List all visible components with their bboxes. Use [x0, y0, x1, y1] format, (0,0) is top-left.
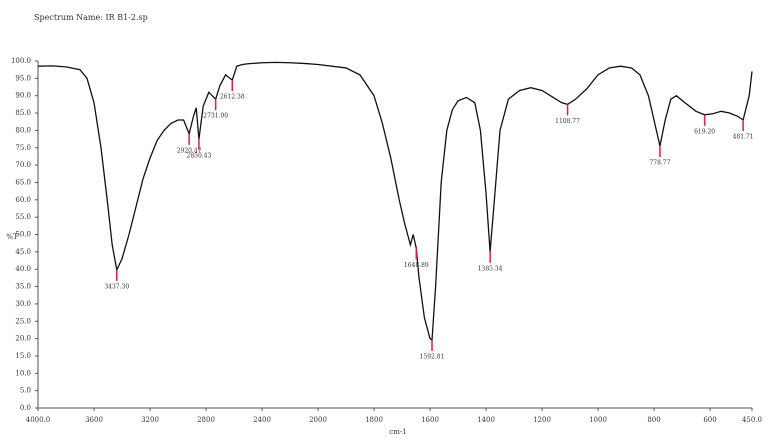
- spectrum-line: [37, 61, 753, 342]
- x-axis-label: cm-1: [389, 428, 406, 436]
- peak-label: 2920.47: [177, 147, 202, 154]
- x-tick-label: 1000: [589, 416, 607, 424]
- x-tick-label: 1200: [533, 416, 551, 424]
- y-tick-label: 95.0: [15, 74, 31, 82]
- peak-label: 3437.30: [104, 283, 129, 290]
- y-tick-label: 80.0: [15, 126, 31, 134]
- x-tick-label: 1600: [421, 416, 439, 424]
- y-tick-label: 65.0: [15, 178, 31, 186]
- y-tick-label: 85.0: [15, 109, 31, 117]
- y-tick-label: 35.0: [15, 283, 31, 291]
- x-tick-label: 2000: [309, 416, 327, 424]
- y-tick-label: 0.0: [20, 404, 31, 412]
- y-tick-label: 55.0: [15, 213, 31, 221]
- y-tick-label: 90.0: [15, 92, 31, 100]
- peak-label: 1108.77: [555, 118, 580, 125]
- x-tick-label: 1800: [365, 416, 383, 424]
- peak-label: 778.77: [649, 160, 670, 167]
- x-tick-label: 3600: [85, 416, 103, 424]
- y-tick-label: 40.0: [15, 265, 31, 273]
- y-axis-label: %T: [6, 233, 18, 241]
- x-tick-label: 4000.0: [26, 416, 51, 424]
- x-tick-label: 600: [703, 416, 716, 424]
- x-tick-label: 450.0: [742, 416, 762, 424]
- chart-title: Spectrum Name: IR B1-2.sp: [34, 13, 148, 22]
- x-tick-label: 3200: [141, 416, 159, 424]
- x-tick-label: 800: [647, 416, 660, 424]
- y-tick-label: 50.0: [15, 231, 31, 239]
- peak-label: 1385.34: [478, 265, 503, 272]
- y-tick-label: 10.0: [15, 369, 31, 377]
- y-tick-label: 5.0: [20, 387, 31, 395]
- peak-label: 1648.89: [404, 262, 429, 269]
- y-tick-label: 60.0: [15, 196, 31, 204]
- y-tick-label: 25.0: [15, 317, 31, 325]
- y-tick-label: 20.0: [15, 335, 31, 343]
- y-tick-label: 75.0: [15, 144, 31, 152]
- peak-label: 619.20: [694, 128, 715, 135]
- peak-label: 2731.00: [203, 113, 228, 120]
- x-tick-label: 2800: [197, 416, 215, 424]
- x-tick-label: 2400: [253, 416, 271, 424]
- peak-label: 1592.81: [420, 353, 445, 360]
- y-tick-label: 30.0: [15, 300, 31, 308]
- x-tick-label: 1400: [477, 416, 495, 424]
- peak-label: 2850.43: [187, 153, 212, 160]
- peak-label: 481.71: [733, 133, 754, 140]
- y-tick-label: 15.0: [15, 352, 31, 360]
- peak-label: 2612.38: [220, 94, 245, 101]
- y-tick-label: 45.0: [15, 248, 31, 256]
- y-tick-label: 70.0: [15, 161, 31, 169]
- y-tick-label: 100.0: [11, 57, 31, 65]
